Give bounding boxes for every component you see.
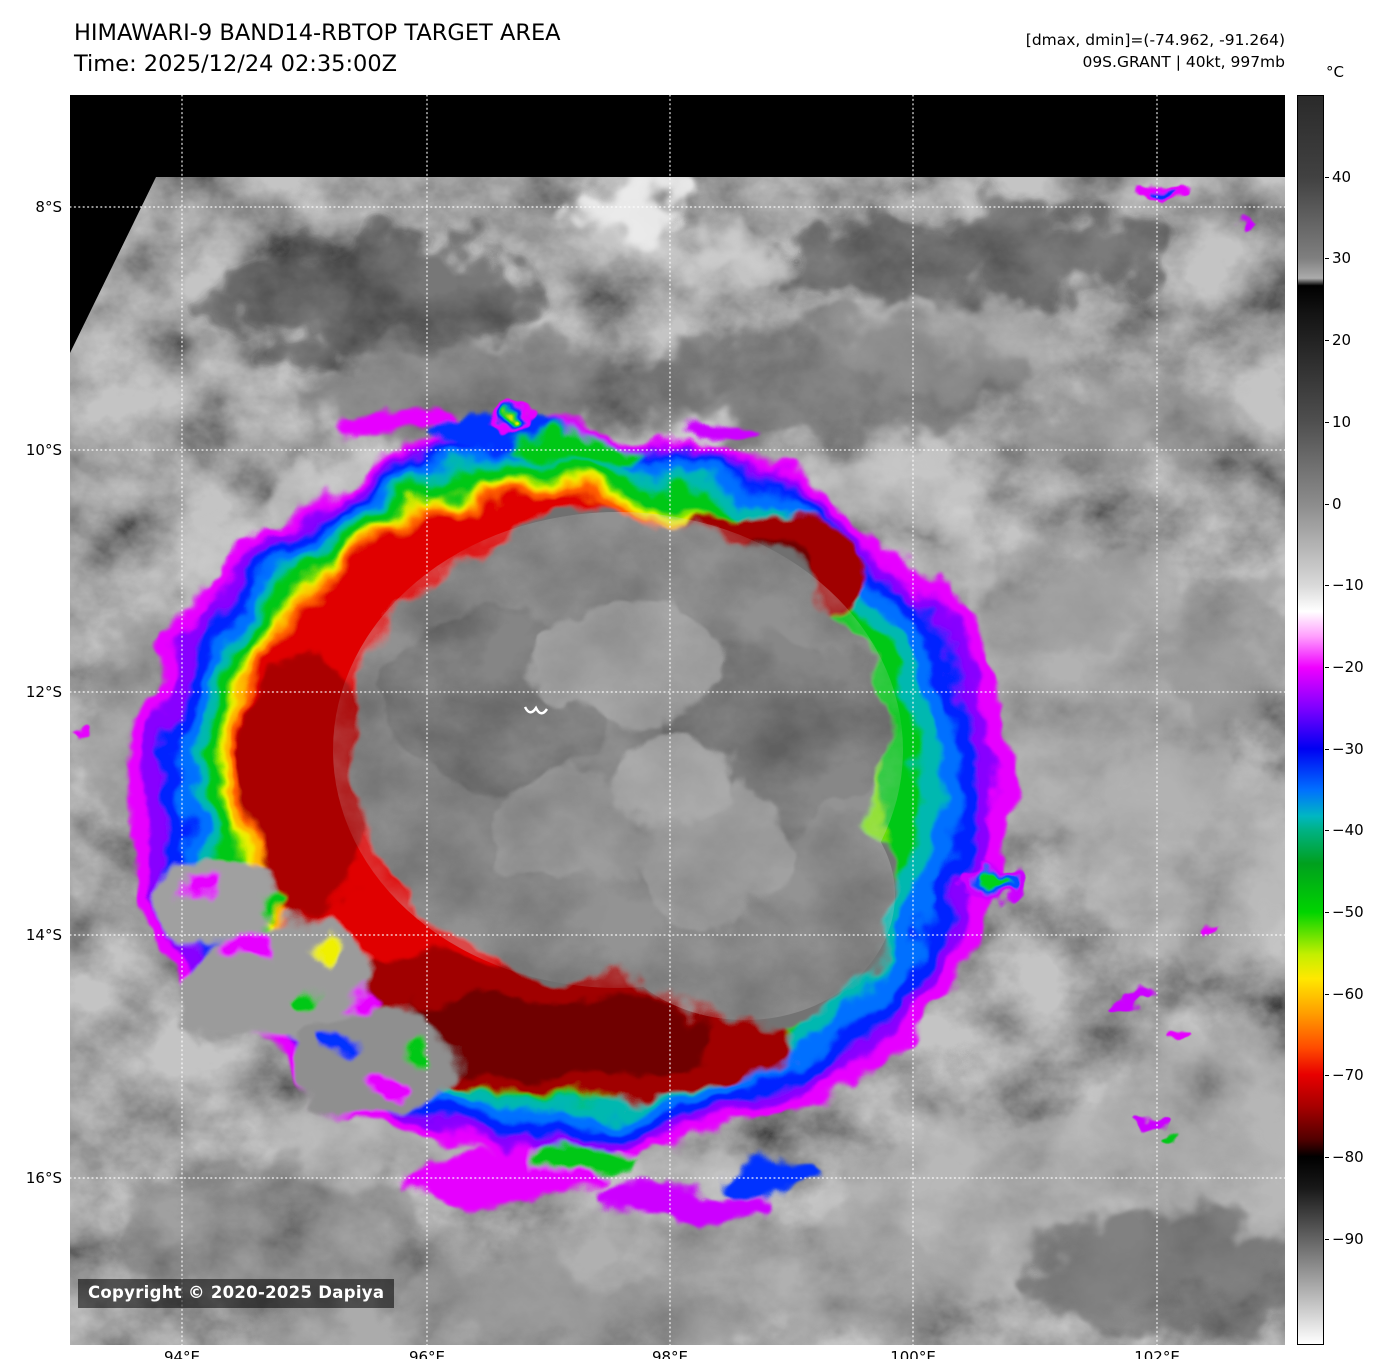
colorbar-tickmark xyxy=(1325,177,1329,178)
page-title: HIMAWARI-9 BAND14-RBTOP TARGET AREA xyxy=(74,20,561,46)
colorbar-tick-label: 30 xyxy=(1332,249,1352,267)
dmax-dmin-readout: [dmax, dmin]=(-74.962, -91.264) xyxy=(1025,31,1285,49)
colorbar-tickmark xyxy=(1325,422,1329,423)
colorbar-tickmark xyxy=(1325,258,1329,259)
lat-tick-label: 14°S xyxy=(25,926,62,944)
colorbar-tick-label: −30 xyxy=(1332,740,1364,758)
graticule xyxy=(70,95,1285,1345)
colorbar-tick-label: −20 xyxy=(1332,658,1364,676)
colorbar-tick-label: −80 xyxy=(1332,1148,1364,1166)
colorbar-tickmark xyxy=(1325,749,1329,750)
colorbar-tickmark xyxy=(1325,1075,1329,1076)
data-void-region xyxy=(70,95,1285,353)
lon-tick-label: 100°E xyxy=(890,1348,936,1359)
colorbar-tick-label: −50 xyxy=(1332,903,1364,921)
colorbar-tickmark xyxy=(1325,585,1329,586)
colorbar-tickmark xyxy=(1325,1157,1329,1158)
colorbar-gradient xyxy=(1297,95,1324,1345)
satellite-image: Copyright © 2020-2025 Dapiya xyxy=(70,95,1285,1345)
timestamp: Time: 2025/12/24 02:35:00Z xyxy=(74,51,398,77)
lat-tick-label: 10°S xyxy=(25,441,62,459)
lat-tick-label: 8°S xyxy=(35,198,62,216)
colorbar-tickmark xyxy=(1325,912,1329,913)
colorbar-tickmark xyxy=(1325,667,1329,668)
lon-tick-label: 96°E xyxy=(408,1348,446,1359)
colorbar-tickmark xyxy=(1325,340,1329,341)
colorbar-tick-label: 40 xyxy=(1332,168,1352,186)
colorbar-tick-label: 20 xyxy=(1332,331,1352,349)
colorbar-tick-label: 0 xyxy=(1332,495,1342,513)
lon-tick-label: 102°E xyxy=(1134,1348,1180,1359)
colorbar-tick-label: −40 xyxy=(1332,821,1364,839)
lon-tick-label: 94°E xyxy=(163,1348,201,1359)
cyclone-cold-cloud-shield xyxy=(125,410,1015,1218)
storm-center-marker xyxy=(523,705,549,715)
colorbar-unit-label: °C xyxy=(1326,63,1344,81)
colorbar-tick-label: −70 xyxy=(1332,1066,1364,1084)
copyright-watermark: Copyright © 2020-2025 Dapiya xyxy=(78,1279,395,1308)
lat-tick-label: 12°S xyxy=(25,683,62,701)
lon-tick-label: 98°E xyxy=(651,1348,689,1359)
colorbar-tickmark xyxy=(1325,830,1329,831)
colorbar-tickmark xyxy=(1325,504,1329,505)
satellite-scene xyxy=(70,95,1285,1345)
colorbar-tickmark xyxy=(1325,994,1329,995)
colorbar-tickmark xyxy=(1325,1239,1329,1240)
colorbar-tick-label: 10 xyxy=(1332,413,1352,431)
lat-tick-label: 16°S xyxy=(25,1169,62,1187)
colorbar-tick-label: −10 xyxy=(1332,576,1364,594)
small-cold-spots xyxy=(74,186,1257,1143)
colorbar-tick-label: −60 xyxy=(1332,985,1364,1003)
storm-info: 09S.GRANT | 40kt, 997mb xyxy=(1082,53,1285,71)
colorbar-tick-label: −90 xyxy=(1332,1230,1364,1248)
